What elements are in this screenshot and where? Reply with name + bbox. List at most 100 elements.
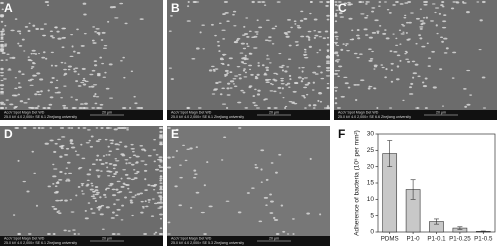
- bacterium: [217, 44, 221, 47]
- bacterium: [290, 26, 293, 29]
- bacterium: [92, 191, 96, 193]
- bacterium: [218, 81, 222, 83]
- bacterium: [304, 56, 309, 59]
- bacterium: [432, 86, 437, 89]
- bacterium: [380, 64, 384, 66]
- bacterium: [63, 229, 67, 232]
- bacterium: [345, 43, 349, 45]
- bacterium: [41, 56, 46, 59]
- bacterium: [159, 142, 163, 145]
- bacterium: [415, 17, 420, 20]
- bacterium: [64, 62, 67, 64]
- bacterium: [309, 12, 312, 15]
- bacterium: [211, 65, 215, 68]
- bacterium: [91, 107, 96, 109]
- bacterium: [126, 129, 130, 131]
- bacterium: [376, 30, 380, 33]
- bacterium: [159, 200, 163, 202]
- bacterium: [269, 193, 272, 196]
- bacterium: [157, 207, 162, 209]
- bacterium: [336, 44, 340, 47]
- bacterium: [235, 39, 239, 42]
- bacterium: [254, 164, 257, 166]
- bacterium: [311, 89, 315, 91]
- bacterium: [336, 60, 339, 63]
- bacterium: [282, 97, 285, 99]
- bacterium: [64, 72, 68, 75]
- bacterium: [21, 38, 25, 41]
- bacterium: [430, 20, 434, 22]
- bacterium: [378, 5, 381, 7]
- bacterium: [393, 50, 398, 53]
- bacterium: [285, 84, 288, 86]
- bacterium: [313, 30, 317, 32]
- sem-background: [334, 0, 497, 120]
- bacterium: [121, 154, 126, 157]
- bacterium: [371, 50, 374, 53]
- bacterium: [441, 26, 447, 29]
- bacterium: [53, 150, 57, 154]
- bacterium: [0, 79, 4, 82]
- bacterium: [333, 73, 339, 75]
- bacterium: [0, 38, 4, 40]
- bacterium: [81, 107, 86, 109]
- bacterium: [182, 144, 186, 147]
- bacterium: [86, 173, 91, 176]
- bacterium: [131, 214, 134, 217]
- bacterium: [404, 2, 409, 4]
- bacterium: [0, 101, 5, 104]
- bacterium: [264, 98, 268, 100]
- info-header: AccV Spot Magn Det WD: [4, 237, 45, 241]
- bacterium: [63, 106, 66, 110]
- bacterium: [63, 85, 67, 87]
- bacterium: [257, 89, 261, 92]
- bacterium: [348, 17, 353, 20]
- bacterium: [436, 32, 439, 35]
- bacterium: [158, 127, 164, 129]
- bacterium: [53, 207, 58, 211]
- bacterium: [91, 184, 94, 187]
- bacterium: [296, 25, 301, 27]
- bacterium: [90, 207, 93, 211]
- bacterium: [72, 229, 76, 231]
- bacterium: [94, 193, 99, 196]
- bacterium: [102, 76, 107, 78]
- bacterium: [314, 73, 319, 75]
- bacterium: [94, 102, 98, 105]
- error-bar: [480, 230, 486, 232]
- bacterium: [99, 56, 103, 59]
- bacterium: [419, 37, 423, 40]
- bacterium: [201, 24, 205, 26]
- bacterium: [84, 102, 88, 105]
- bacterium: [71, 106, 76, 110]
- bacterium: [136, 193, 141, 196]
- bacterium: [297, 76, 302, 79]
- bacterium: [218, 50, 221, 52]
- bacterium: [3, 78, 7, 80]
- bacterium: [339, 16, 345, 18]
- bacterium: [288, 100, 293, 103]
- bacterium: [253, 47, 258, 49]
- bacterium: [325, 69, 331, 72]
- bacterium: [382, 32, 387, 35]
- bacterium: [151, 198, 155, 200]
- bacterium: [75, 98, 78, 101]
- bacterium: [265, 69, 269, 72]
- bacterium: [0, 74, 4, 77]
- bacterium: [270, 162, 274, 164]
- bacterium: [88, 86, 92, 88]
- bacterium: [152, 149, 156, 151]
- bacterium: [64, 153, 69, 156]
- bacterium: [77, 85, 82, 87]
- bacterium: [103, 44, 108, 47]
- bacterium: [356, 29, 360, 32]
- bacterium: [55, 199, 60, 202]
- bacterium: [90, 135, 94, 138]
- bacterium: [312, 107, 316, 109]
- bacterium: [60, 97, 64, 99]
- bacterium: [95, 140, 100, 143]
- bacterium: [286, 82, 291, 85]
- bacterium: [378, 1, 382, 3]
- bacterium: [286, 233, 290, 235]
- bacterium: [424, 77, 428, 80]
